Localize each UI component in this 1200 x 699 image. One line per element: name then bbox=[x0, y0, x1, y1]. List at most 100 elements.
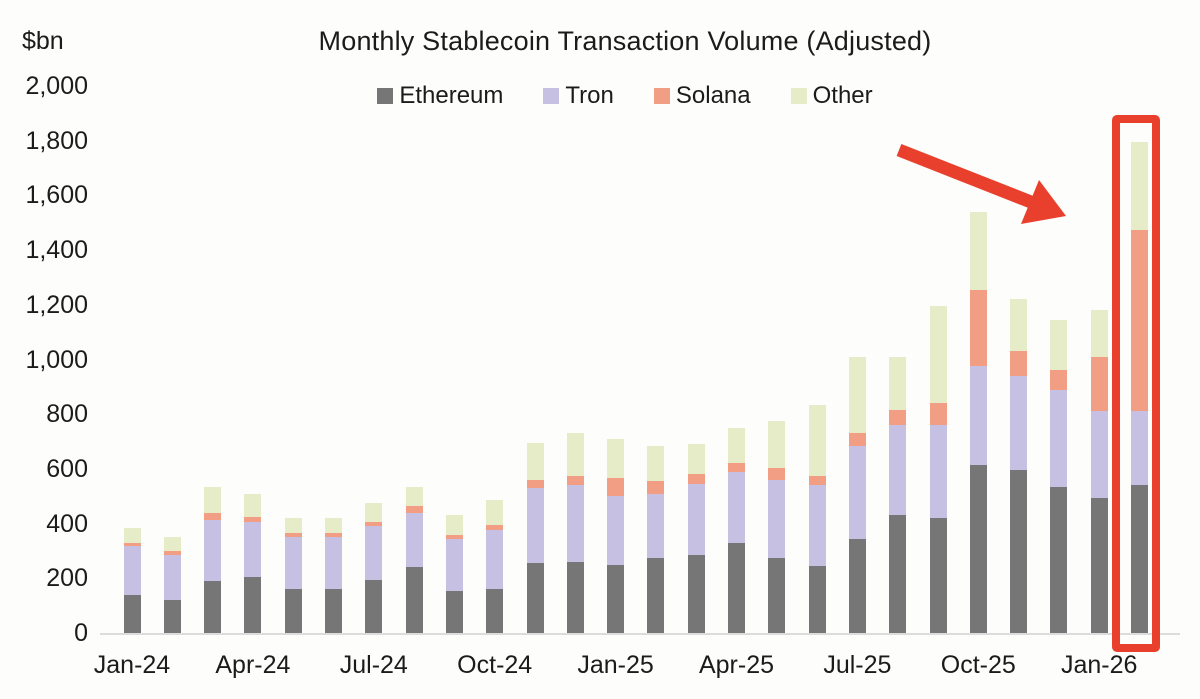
segment-ethereum bbox=[768, 557, 786, 633]
bar-Nov-24 bbox=[526, 442, 544, 633]
bar-Aug-25 bbox=[889, 356, 907, 633]
segment-other bbox=[1131, 142, 1148, 230]
bar-Apr-24 bbox=[244, 493, 262, 633]
segment-tron bbox=[566, 485, 584, 562]
segment-solana bbox=[284, 533, 302, 538]
segment-ethereum bbox=[365, 579, 383, 633]
legend-item-tron: Tron bbox=[543, 82, 614, 110]
segment-solana bbox=[1010, 351, 1028, 376]
bar-Feb-24 bbox=[163, 537, 181, 633]
legend-label: Tron bbox=[565, 82, 614, 109]
segment-ethereum bbox=[1010, 470, 1028, 633]
bar-Jul-25 bbox=[848, 356, 866, 633]
segment-tron bbox=[848, 445, 866, 539]
bar-Jul-24 bbox=[365, 503, 383, 633]
segment-ethereum bbox=[244, 576, 262, 633]
legend-swatch-icon bbox=[543, 88, 560, 104]
x-tick-label: Oct-25 bbox=[940, 651, 1016, 679]
segment-other bbox=[284, 518, 302, 534]
legend: Ethereum Tron Solana Other bbox=[100, 82, 1150, 110]
segment-solana bbox=[1090, 356, 1108, 412]
segment-tron bbox=[526, 488, 544, 564]
bar-Oct-25 bbox=[969, 211, 987, 633]
segment-ethereum bbox=[1050, 486, 1068, 633]
segment-other bbox=[1010, 299, 1028, 352]
segment-solana bbox=[123, 542, 141, 546]
x-tick-label: Jan-26 bbox=[1060, 651, 1138, 679]
segment-solana bbox=[445, 534, 463, 539]
segment-tron bbox=[1090, 411, 1108, 498]
bar-Mar-25 bbox=[687, 444, 705, 633]
segment-tron bbox=[325, 537, 342, 590]
segment-ethereum bbox=[163, 600, 181, 633]
segment-tron bbox=[1010, 375, 1028, 471]
x-tick-label: Jul-25 bbox=[823, 651, 892, 679]
y-tick-label: 400 bbox=[46, 509, 88, 538]
bar-Sep-24 bbox=[445, 515, 463, 633]
segment-solana bbox=[204, 512, 222, 520]
segment-other bbox=[123, 527, 141, 543]
segment-other bbox=[163, 537, 181, 551]
bar-Aug-24 bbox=[405, 486, 423, 633]
bar-Dec-25 bbox=[1050, 319, 1068, 633]
segment-solana bbox=[566, 475, 584, 486]
chart-title: Monthly Stablecoin Transaction Volume (A… bbox=[318, 26, 932, 56]
segment-other bbox=[244, 493, 262, 517]
segment-solana bbox=[325, 533, 342, 538]
bar-May-24 bbox=[284, 518, 302, 633]
legend-swatch-icon bbox=[377, 88, 394, 104]
segment-other bbox=[526, 442, 544, 480]
segment-ethereum bbox=[1090, 497, 1108, 633]
bar-Jan-26 bbox=[1090, 310, 1108, 633]
segment-other bbox=[365, 503, 383, 523]
legend-item-other: Other bbox=[790, 82, 873, 110]
segment-tron bbox=[365, 526, 383, 580]
segment-tron bbox=[889, 425, 907, 516]
segment-ethereum bbox=[445, 590, 463, 633]
segment-ethereum bbox=[848, 538, 866, 633]
bar-May-25 bbox=[768, 421, 786, 633]
segment-other bbox=[1050, 319, 1068, 371]
segment-other bbox=[486, 500, 504, 525]
y-tick-label: 600 bbox=[46, 454, 88, 483]
segment-other bbox=[889, 356, 907, 411]
segment-solana bbox=[687, 474, 705, 484]
segment-tron bbox=[163, 555, 181, 601]
segment-solana bbox=[365, 522, 383, 527]
bar-Dec-24 bbox=[566, 433, 584, 633]
segment-solana bbox=[848, 433, 866, 446]
segment-tron bbox=[204, 519, 222, 582]
segment-tron bbox=[123, 545, 141, 595]
bar-Feb-25 bbox=[647, 445, 665, 633]
legend-item-ethereum: Ethereum bbox=[377, 82, 503, 110]
y-axis-unit-label: $bn bbox=[22, 27, 64, 55]
segment-other bbox=[405, 486, 423, 506]
segment-tron bbox=[929, 425, 947, 519]
y-tick-label: 2,000 bbox=[25, 72, 88, 100]
highlight-box bbox=[1112, 115, 1160, 652]
segment-ethereum bbox=[969, 464, 987, 633]
bar-Mar-24 bbox=[204, 486, 222, 633]
bar-Nov-25 bbox=[1010, 299, 1028, 633]
bar-Jun-25 bbox=[808, 404, 826, 633]
segment-tron bbox=[969, 366, 987, 465]
segment-solana bbox=[808, 475, 826, 486]
segment-solana bbox=[486, 524, 504, 531]
x-tick-label: Apr-25 bbox=[698, 651, 775, 679]
segment-other bbox=[969, 211, 987, 290]
y-tick-label: 0 bbox=[74, 619, 88, 647]
segment-other bbox=[445, 515, 463, 535]
bar-Jun-24 bbox=[325, 518, 342, 633]
segment-other bbox=[728, 427, 745, 464]
segment-ethereum bbox=[486, 589, 504, 633]
y-tick-label: 1,400 bbox=[25, 236, 88, 265]
segment-other bbox=[607, 438, 625, 479]
segment-solana bbox=[768, 467, 786, 480]
segment-ethereum bbox=[204, 581, 222, 633]
segment-tron bbox=[768, 479, 786, 558]
x-tick-label: Apr-24 bbox=[215, 651, 291, 679]
segment-other bbox=[687, 444, 705, 475]
segment-solana bbox=[1050, 370, 1068, 390]
segment-solana bbox=[728, 463, 745, 472]
